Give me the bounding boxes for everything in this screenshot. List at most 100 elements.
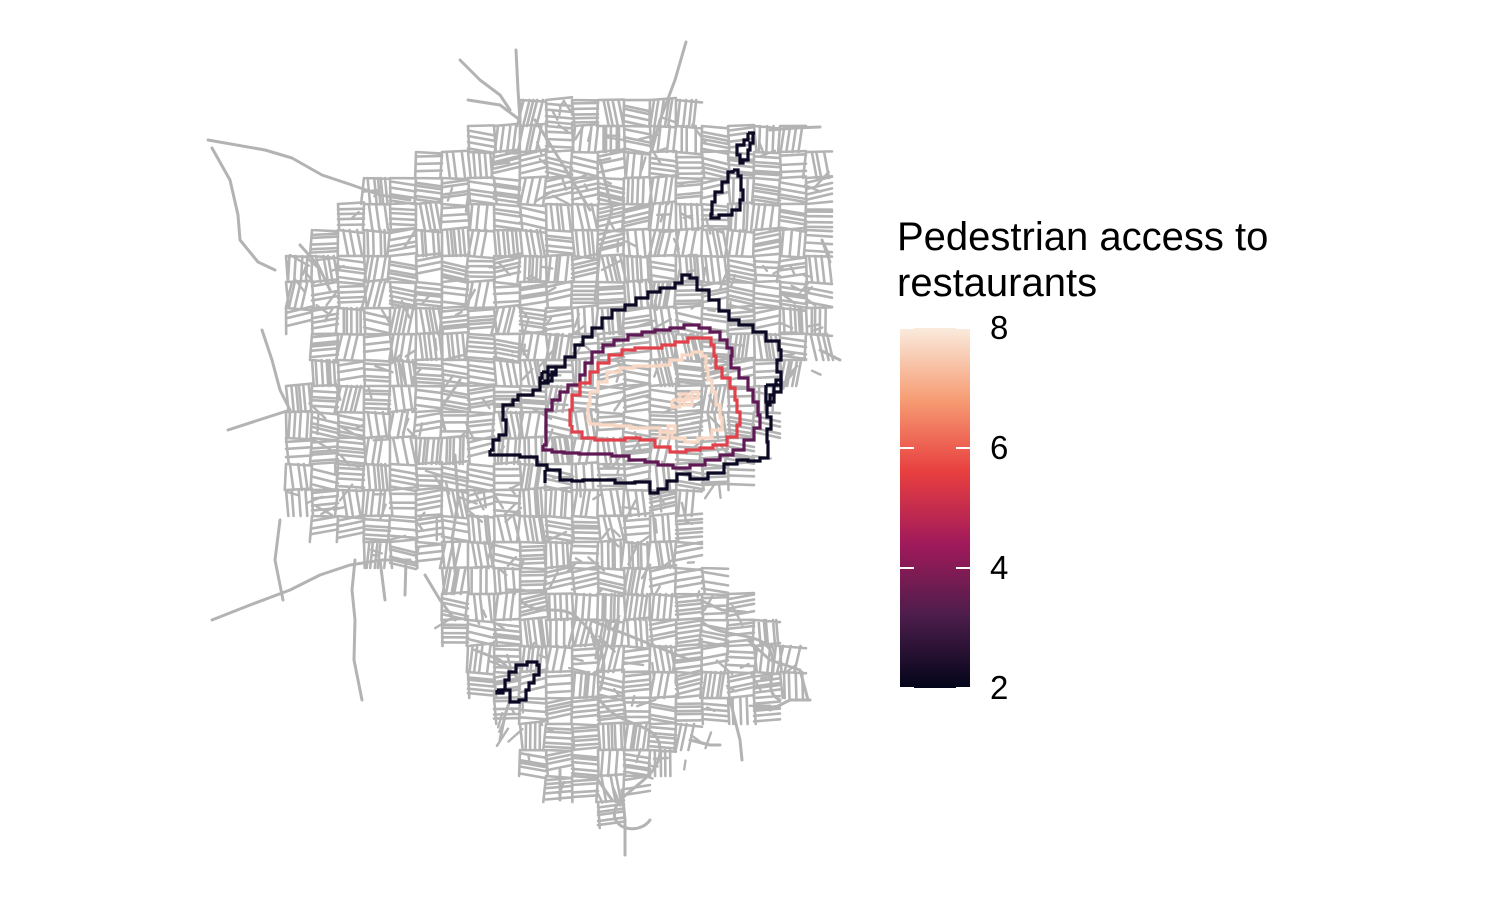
street [544, 332, 574, 362]
street [620, 202, 652, 232]
street [465, 641, 496, 674]
street [635, 747, 642, 764]
street [315, 505, 334, 517]
street [602, 464, 622, 470]
street [492, 280, 522, 310]
street [458, 496, 478, 505]
street [799, 282, 810, 293]
street [750, 673, 762, 691]
street [542, 722, 574, 752]
street [674, 669, 678, 685]
street [728, 698, 744, 762]
street [752, 150, 782, 180]
street [655, 147, 667, 153]
street [586, 129, 593, 142]
street [517, 410, 548, 440]
street [388, 434, 418, 466]
street [608, 220, 616, 231]
street [768, 698, 812, 712]
street [622, 696, 652, 726]
street [610, 149, 619, 154]
street [671, 124, 704, 154]
street [518, 719, 548, 752]
street [545, 530, 568, 543]
street [612, 529, 621, 538]
street [558, 780, 566, 795]
street [308, 514, 340, 544]
street [362, 410, 392, 440]
street [565, 561, 578, 574]
street [434, 337, 438, 352]
street [768, 125, 822, 132]
street [633, 319, 656, 329]
street [284, 409, 314, 440]
street [544, 279, 574, 310]
street [517, 330, 548, 362]
street [413, 150, 444, 180]
street [804, 280, 834, 310]
street [752, 358, 782, 388]
street [440, 176, 470, 206]
street [700, 124, 730, 156]
contour-line-level-6 [568, 336, 742, 454]
street [466, 228, 496, 258]
street [541, 265, 554, 270]
street [772, 267, 784, 275]
street [361, 202, 392, 232]
street [518, 644, 548, 674]
street [335, 513, 366, 544]
street [517, 748, 548, 780]
street [386, 251, 418, 284]
street [622, 511, 652, 544]
street [622, 462, 652, 492]
street [601, 528, 611, 540]
street [597, 157, 612, 163]
street [362, 384, 392, 414]
street [682, 214, 694, 219]
street [605, 136, 626, 142]
street [466, 98, 522, 122]
street [570, 695, 600, 726]
street [338, 483, 354, 502]
street [520, 367, 534, 381]
street [334, 436, 366, 466]
street [703, 594, 714, 612]
street [329, 264, 345, 273]
street [548, 571, 559, 589]
street [690, 299, 703, 310]
street [567, 324, 586, 339]
street [622, 124, 652, 156]
street [210, 146, 277, 272]
street [651, 661, 656, 681]
street [466, 288, 476, 304]
street [310, 488, 340, 518]
street [625, 499, 637, 520]
street [386, 226, 418, 258]
street [706, 706, 716, 713]
street [415, 521, 424, 531]
street [481, 397, 491, 410]
street [567, 618, 600, 648]
street [674, 693, 704, 726]
street [778, 226, 808, 258]
street [472, 488, 485, 511]
street [440, 278, 470, 310]
street [621, 670, 652, 700]
street [570, 228, 600, 258]
street [570, 303, 600, 336]
street [700, 642, 730, 674]
street [308, 402, 327, 420]
street [770, 643, 777, 657]
street [648, 511, 678, 544]
street [372, 438, 391, 442]
street [440, 226, 470, 258]
street [709, 356, 713, 366]
street [413, 176, 444, 206]
street [542, 564, 574, 596]
street [323, 307, 334, 323]
street [552, 475, 575, 479]
street [674, 488, 704, 518]
street [807, 323, 821, 328]
street [574, 124, 585, 141]
